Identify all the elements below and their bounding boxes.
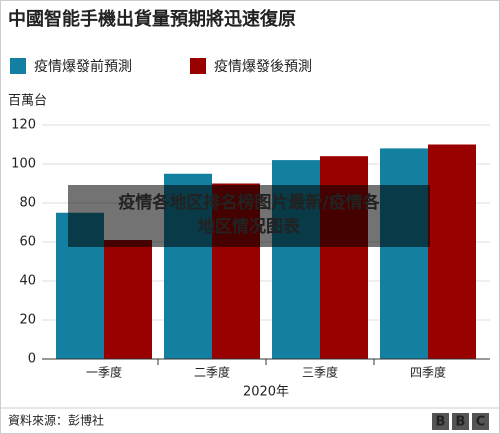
legend-swatch — [190, 58, 206, 74]
logo-letter: B — [456, 415, 466, 430]
legend-label: 疫情爆發前預測 — [34, 58, 132, 75]
y-tick-label: 80 — [19, 196, 36, 211]
logo-box — [472, 413, 489, 430]
y-tick-label: 100 — [11, 157, 36, 172]
y-tick-label: 60 — [19, 235, 36, 250]
source: 資料來源：彭博社 — [8, 413, 104, 428]
y-tick-label: 120 — [11, 118, 36, 133]
legend-swatch — [10, 58, 26, 74]
overlay-text: 地区情况图表 — [198, 216, 301, 237]
x-tick-label: 二季度 — [194, 365, 230, 380]
x-tick-label: 三季度 — [302, 365, 338, 380]
y-tick-label: 40 — [19, 274, 36, 289]
chart-title: 中國智能手機出貨量預期將迅速復原 — [8, 8, 296, 30]
x-tick-label: 四季度 — [410, 365, 446, 380]
overlay-text: 疫情各地区排名榜图片最新/疫情各 — [118, 192, 380, 213]
legend-label: 疫情爆發後預測 — [214, 59, 312, 75]
logo-letter: C — [476, 415, 486, 430]
x-tick-label: 一季度 — [86, 365, 122, 380]
bar — [104, 240, 152, 359]
logo-letter: B — [436, 415, 446, 430]
bar — [380, 148, 428, 359]
y-axis-label: 百萬台 — [8, 94, 47, 109]
x-axis-label: 2020年 — [243, 385, 289, 400]
logo-box — [432, 413, 449, 430]
logo-box — [452, 413, 469, 430]
overlay-box — [68, 185, 430, 247]
y-tick-label: 0 — [28, 352, 36, 367]
y-tick-label: 20 — [19, 313, 36, 328]
bar — [428, 144, 476, 359]
